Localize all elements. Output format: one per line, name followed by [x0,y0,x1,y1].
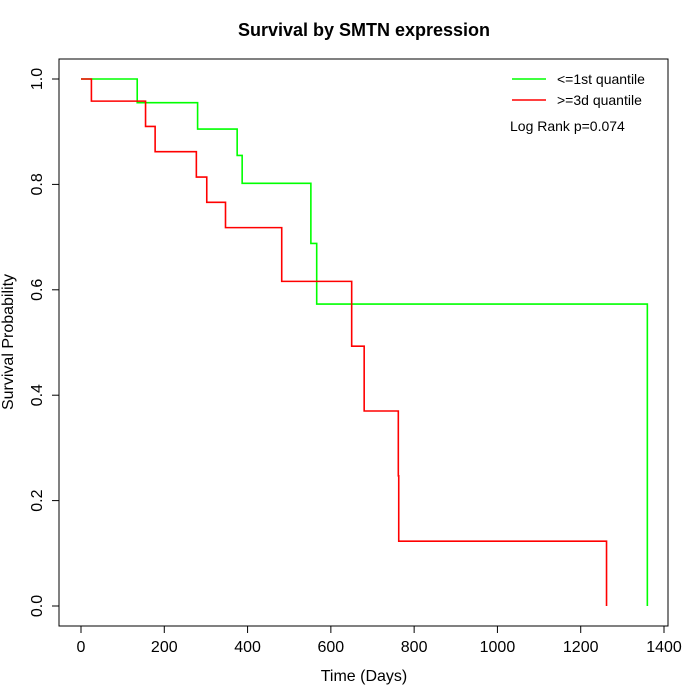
x-tick-label: 400 [234,639,261,656]
chart-title: Survival by SMTN expression [238,20,490,40]
y-tick-label: 0.0 [29,595,46,617]
x-tick-label: 600 [318,639,345,656]
x-tick-label: 1400 [646,639,682,656]
log-rank-annotation: Log Rank p=0.074 [510,118,625,134]
y-tick-label: 1.0 [29,68,46,90]
x-tick-label: 800 [401,639,428,656]
y-tick-label: 0.6 [29,279,46,301]
legend-label-ge-3d-quantile: >=3d quantile [557,92,642,108]
x-tick-label: 200 [151,639,178,656]
x-axis-label: Time (Days) [321,668,408,685]
legend-label-le-1st-quantile: <=1st quantile [557,71,645,87]
x-tick-label: 0 [77,639,86,656]
y-axis: 0.0 0.2 0.4 0.6 0.8 1.0 [29,68,60,617]
x-tick-label: 1000 [480,639,516,656]
legend: <=1st quantile >=3d quantile [512,71,645,108]
km-curve-ge-3d-quantile [81,78,608,606]
x-axis: 0 200 400 600 800 1000 1200 1400 [77,625,682,656]
km-curve-le-1st-quantile [81,78,649,606]
x-tick-label: 1200 [563,639,599,656]
y-tick-label: 0.8 [29,173,46,195]
y-tick-label: 0.4 [29,384,46,406]
series-layer [81,78,649,606]
y-tick-label: 0.2 [29,489,46,511]
y-axis-label: Survival Probability [0,274,17,410]
